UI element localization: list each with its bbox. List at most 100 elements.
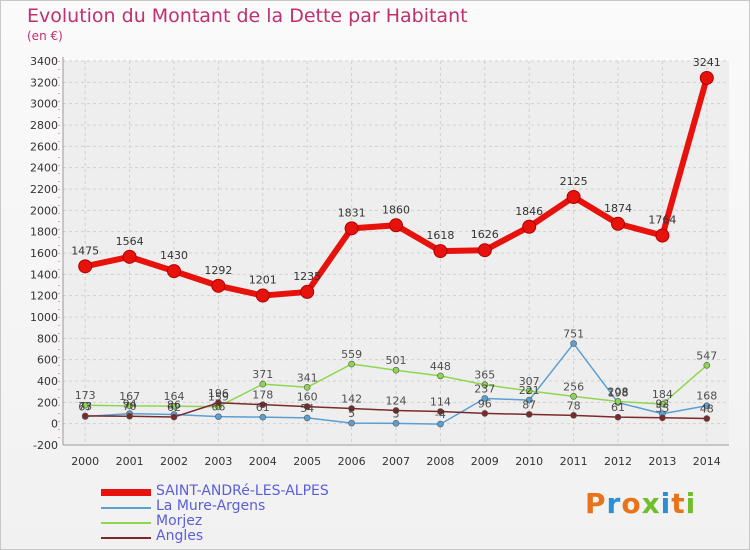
data-point	[211, 278, 226, 293]
data-point	[215, 399, 222, 407]
x-tick-label: 2011	[560, 455, 588, 468]
x-tick-label: 2004	[249, 455, 277, 468]
data-label: 365	[474, 369, 495, 382]
data-point	[659, 414, 666, 422]
data-point	[433, 244, 448, 259]
x-tick-label: 2010	[515, 455, 543, 468]
data-point	[389, 218, 403, 233]
data-label: 168	[696, 390, 717, 403]
data-label: 96	[478, 397, 492, 410]
data-label-layer: 1475 1564 1430 1292 1201 1235 1831 1860 1618 1626…	[71, 56, 721, 421]
legend-label: La Mure-Argens	[156, 498, 266, 514]
data-point	[437, 420, 444, 428]
data-point	[170, 413, 178, 421]
data-point	[570, 412, 577, 419]
logo-letter: r	[606, 487, 622, 520]
data-point	[481, 410, 489, 417]
data-point	[703, 415, 711, 422]
data-point	[122, 249, 137, 264]
data-point	[344, 221, 359, 236]
data-point	[392, 420, 400, 427]
data-label: 66	[211, 401, 225, 414]
x-tick-label: 2005	[293, 455, 321, 468]
data-point	[348, 419, 355, 427]
y-tick-label: 2400	[30, 162, 58, 175]
data-point	[392, 407, 400, 414]
data-point	[303, 403, 311, 410]
data-label: 1564	[116, 235, 144, 248]
x-tick-label: 2006	[338, 455, 366, 468]
legend-label: SAINT-ANDRé-LES-ALPES	[156, 483, 329, 499]
data-point	[570, 393, 577, 400]
data-label: 167	[119, 390, 140, 403]
data-label: 1831	[338, 206, 366, 219]
data-label: 501	[386, 354, 407, 367]
x-tick-label: 2007	[382, 455, 410, 468]
logo-letter: i	[660, 487, 672, 520]
data-point	[392, 366, 400, 374]
data-label: -4	[435, 408, 446, 421]
x-tick-label: 2014	[693, 455, 721, 468]
legend-label: Morjez	[156, 513, 203, 529]
data-point	[522, 219, 537, 234]
data-point	[81, 412, 89, 420]
data-point	[699, 70, 714, 85]
data-point	[78, 259, 93, 274]
logo-letter: t	[671, 487, 686, 520]
data-point	[259, 413, 267, 421]
data-point	[303, 383, 311, 391]
y-tick-label: -200	[33, 439, 58, 452]
logo-letter: i	[685, 487, 697, 520]
data-point	[303, 414, 311, 422]
data-point	[525, 396, 533, 404]
data-label: 1618	[426, 229, 454, 242]
data-label: 87	[522, 398, 536, 411]
data-label: 48	[700, 403, 714, 416]
data-label: 173	[75, 389, 96, 402]
data-point	[259, 401, 267, 408]
y-tick-label: 1400	[30, 268, 58, 281]
series-layer	[78, 70, 714, 428]
data-label: 1475	[71, 244, 99, 257]
data-label: 114	[430, 396, 451, 409]
data-point	[614, 398, 622, 405]
data-point	[525, 387, 533, 395]
data-label: 86	[167, 398, 181, 411]
data-label: 62	[167, 401, 181, 414]
legend-swatch	[101, 489, 151, 496]
data-label: 73	[78, 400, 92, 413]
y-tick-label: 600	[37, 354, 58, 367]
data-label: 178	[252, 389, 273, 402]
data-label: 3241	[693, 56, 721, 69]
data-label: 559	[341, 348, 362, 361]
data-point	[525, 411, 533, 418]
y-tick-label: 1200	[30, 290, 58, 303]
data-label: 3	[393, 407, 400, 420]
data-label: 184	[652, 388, 673, 401]
data-label: 78	[567, 399, 581, 412]
data-label: 196	[208, 387, 229, 400]
data-label: 371	[252, 368, 273, 381]
data-label: 1626	[471, 228, 499, 241]
data-label: 124	[386, 394, 407, 407]
data-point	[659, 400, 666, 408]
data-label: 547	[696, 349, 717, 362]
data-point	[437, 372, 444, 380]
x-tick-label: 2002	[160, 455, 188, 468]
data-point	[570, 340, 577, 347]
data-point	[481, 381, 489, 389]
data-point	[437, 408, 444, 415]
data-label: 54	[300, 402, 314, 415]
data-point	[477, 243, 492, 258]
data-label: 1846	[515, 205, 543, 218]
y-tick-label: 200	[37, 396, 58, 409]
data-label: 55	[655, 402, 669, 415]
y-tick-label: 2000	[30, 204, 58, 217]
data-label: 307	[519, 375, 540, 388]
data-label: 159	[208, 391, 229, 404]
legend-label: Angles	[156, 528, 204, 544]
data-point	[348, 360, 355, 368]
data-point	[215, 413, 222, 420]
chart-subtitle: (en €)	[27, 29, 63, 43]
